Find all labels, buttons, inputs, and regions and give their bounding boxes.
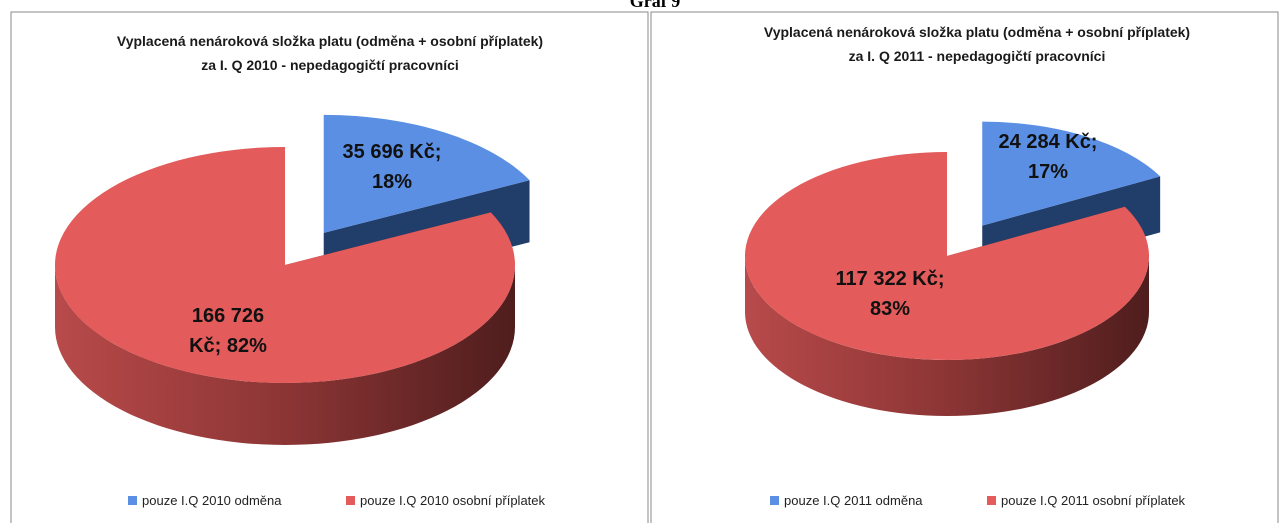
slice-top xyxy=(323,114,530,233)
data-label: Kč; 82% xyxy=(189,335,267,357)
chart-title: Vyplacená nenároková složka platu (odměn… xyxy=(117,33,543,49)
heading: Graf 9 xyxy=(630,0,680,11)
data-label: 83% xyxy=(870,298,910,320)
slice xyxy=(744,152,1149,416)
slice-top xyxy=(982,121,1161,226)
panel-border xyxy=(10,11,649,523)
slice-top xyxy=(744,152,1149,361)
legend-swatch xyxy=(128,496,137,505)
data-label: 35 696 Kč; xyxy=(343,141,442,163)
data-label: 117 322 Kč; xyxy=(836,268,945,290)
slice xyxy=(54,147,515,445)
legend-label: pouze I.Q 2010 osobní příplatek xyxy=(360,493,546,508)
chart-title: za I. Q 2011 - nepedagogičtí pracovníci xyxy=(849,48,1106,64)
slice-side xyxy=(745,256,1149,416)
legend-swatch xyxy=(346,496,355,505)
data-label: 17% xyxy=(1028,161,1068,183)
data-label: 24 284 Kč; xyxy=(999,131,1098,153)
chart-title: Vyplacená nenároková složka platu (odměn… xyxy=(764,24,1190,40)
chart-title: za I. Q 2010 - nepedagogičtí pracovníci xyxy=(201,57,459,73)
legend-swatch xyxy=(987,496,996,505)
data-label: 166 726 xyxy=(192,305,264,327)
slice-top xyxy=(54,147,515,383)
slice-side xyxy=(55,265,515,445)
legend-label: pouze I.Q 2011 osobní příplatek xyxy=(1001,493,1186,508)
legend-label: pouze I.Q 2011 odměna xyxy=(784,493,923,508)
panel-border xyxy=(650,11,1279,523)
legend-label: pouze I.Q 2010 odměna xyxy=(142,493,282,508)
legend-swatch xyxy=(770,496,779,505)
data-label: 18% xyxy=(372,171,412,193)
